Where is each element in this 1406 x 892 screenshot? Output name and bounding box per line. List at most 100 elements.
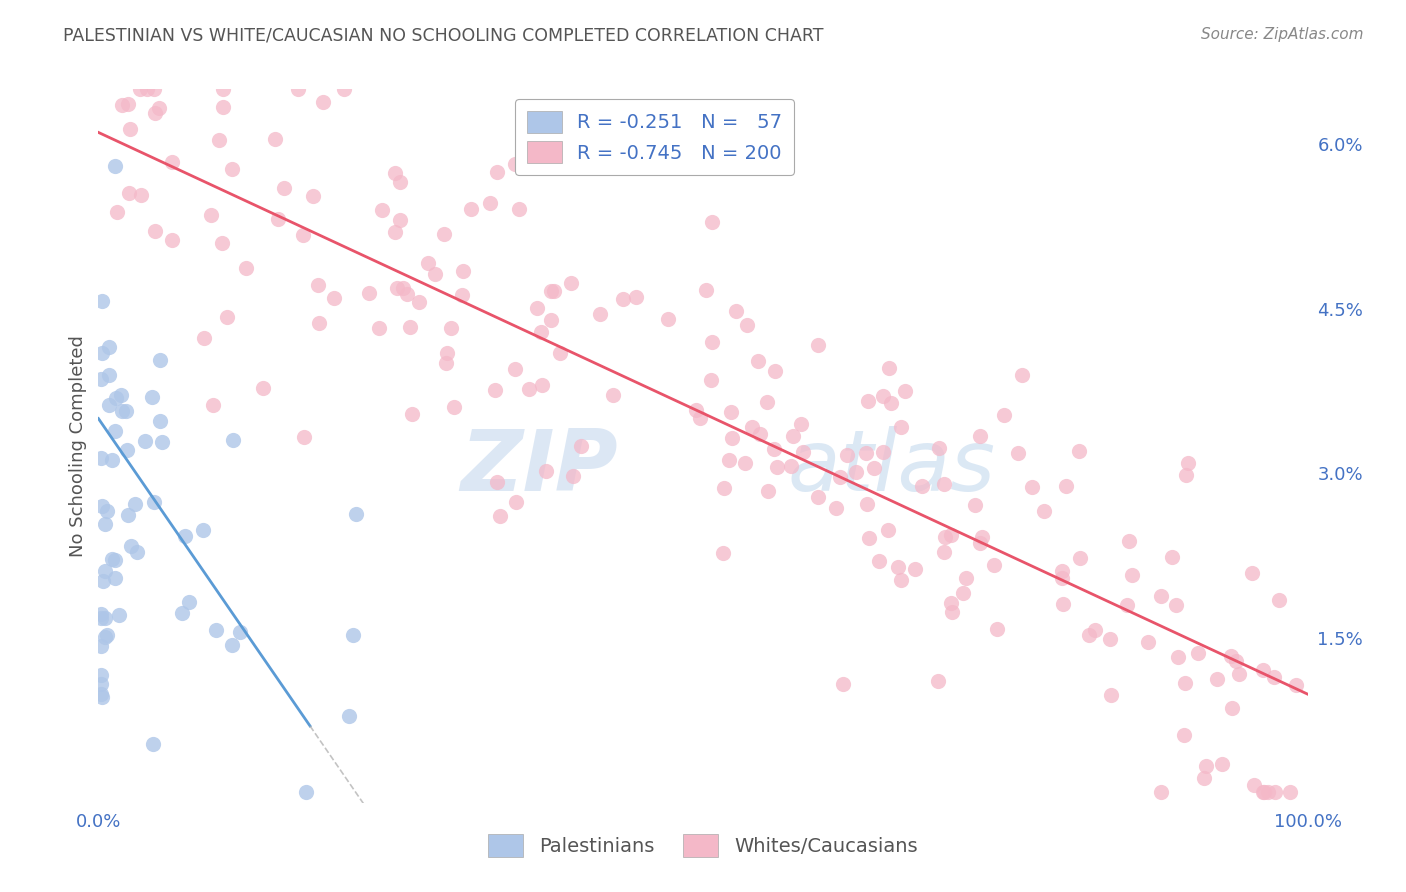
Point	[724, 304, 747, 318]
Point	[160, 155, 183, 169]
Point	[91, 294, 114, 309]
Point	[894, 384, 917, 398]
Point	[90, 639, 112, 653]
Point	[969, 429, 991, 443]
Point	[117, 96, 139, 111]
Point	[124, 497, 146, 511]
Point	[177, 595, 200, 609]
Point	[807, 490, 830, 504]
Point	[408, 294, 430, 309]
Point	[1243, 778, 1265, 792]
Point	[1220, 701, 1243, 715]
Point	[1052, 598, 1074, 612]
Point	[695, 283, 717, 297]
Point	[1137, 634, 1160, 648]
Point	[530, 325, 553, 339]
Point	[105, 205, 128, 219]
Point	[941, 528, 963, 542]
Point	[90, 451, 112, 466]
Point	[1263, 670, 1285, 684]
Point	[872, 388, 894, 402]
Y-axis label: No Schooling Completed: No Schooling Completed	[69, 335, 87, 557]
Point	[993, 408, 1015, 422]
Point	[401, 407, 423, 421]
Point	[391, 281, 413, 295]
Point	[1220, 648, 1243, 663]
Point	[292, 228, 315, 243]
Point	[308, 316, 330, 330]
Point	[90, 499, 112, 513]
Point	[749, 426, 772, 441]
Point	[460, 202, 482, 216]
Point	[910, 478, 932, 492]
Text: atlas: atlas	[787, 425, 995, 509]
Point	[384, 225, 406, 239]
Point	[782, 429, 804, 443]
Point	[1054, 479, 1077, 493]
Point	[104, 424, 127, 438]
Point	[235, 260, 257, 275]
Point	[952, 586, 974, 600]
Point	[94, 516, 117, 531]
Point	[215, 310, 238, 325]
Point	[90, 668, 112, 682]
Point	[307, 278, 329, 293]
Point	[129, 188, 152, 202]
Point	[1116, 599, 1139, 613]
Point	[344, 508, 367, 522]
Point	[612, 292, 634, 306]
Point	[1150, 785, 1173, 799]
Point	[370, 202, 392, 217]
Point	[872, 445, 894, 459]
Point	[790, 417, 813, 432]
Point	[342, 628, 364, 642]
Point	[526, 301, 548, 315]
Point	[141, 390, 163, 404]
Point	[91, 574, 114, 588]
Point	[221, 638, 243, 652]
Point	[689, 411, 711, 425]
Point	[110, 387, 132, 401]
Point	[505, 495, 527, 509]
Point	[295, 785, 318, 799]
Point	[886, 560, 908, 574]
Point	[934, 530, 956, 544]
Point	[201, 399, 224, 413]
Point	[207, 133, 229, 147]
Point	[387, 281, 409, 295]
Point	[877, 523, 900, 537]
Point	[779, 458, 801, 473]
Point	[100, 453, 122, 467]
Point	[1099, 688, 1122, 702]
Point	[1084, 623, 1107, 637]
Point	[148, 102, 170, 116]
Point	[337, 709, 360, 723]
Text: Source: ZipAtlas.com: Source: ZipAtlas.com	[1201, 27, 1364, 42]
Point	[928, 441, 950, 455]
Point	[890, 419, 912, 434]
Point	[877, 360, 900, 375]
Point	[104, 571, 127, 585]
Point	[486, 475, 509, 490]
Point	[932, 476, 955, 491]
Point	[972, 530, 994, 544]
Point	[108, 607, 131, 622]
Point	[384, 166, 406, 180]
Point	[357, 286, 380, 301]
Point	[756, 395, 779, 409]
Point	[543, 285, 565, 299]
Point	[93, 611, 115, 625]
Point	[311, 95, 333, 110]
Point	[149, 352, 172, 367]
Point	[508, 202, 530, 216]
Point	[104, 159, 127, 173]
Point	[560, 276, 582, 290]
Point	[734, 456, 756, 470]
Point	[1225, 654, 1247, 668]
Point	[484, 383, 506, 397]
Legend: Palestinians, Whites/Caucasians: Palestinians, Whites/Caucasians	[481, 826, 925, 864]
Point	[440, 321, 463, 335]
Point	[1211, 757, 1233, 772]
Point	[1033, 504, 1056, 518]
Point	[104, 391, 127, 405]
